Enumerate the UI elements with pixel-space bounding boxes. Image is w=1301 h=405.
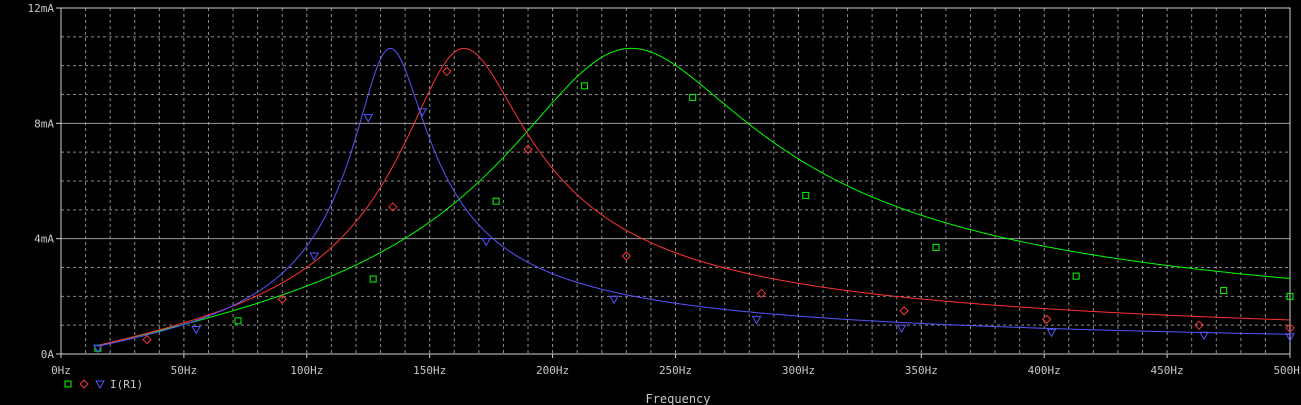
series-1-point <box>1286 292 1294 300</box>
series-1-point <box>1072 272 1080 280</box>
series-3-point <box>309 252 320 261</box>
x-tick-label: 150Hz <box>413 364 446 377</box>
legend-label: I(R1) <box>110 378 143 391</box>
series-markers <box>93 66 1295 354</box>
legend-symbol-3 <box>95 380 105 390</box>
x-axis-ticks: 0Hz 50Hz 100Hz 150Hz 200Hz 250Hz 300Hz 350Hz 400… <box>51 354 1301 377</box>
series-2-line <box>97 47 1291 346</box>
series-2-point <box>756 288 767 299</box>
series-1-point <box>689 93 697 101</box>
y-axis-ticks: 0A 4mA 8mA 12mA <box>28 2 61 361</box>
x-tick-label: 450Hz <box>1151 364 1184 377</box>
x-tick-label: 400Hz <box>1028 364 1061 377</box>
series-3-point <box>1199 331 1209 341</box>
series-1-point <box>932 243 940 251</box>
series-2-point <box>899 306 909 316</box>
grid <box>60 7 1291 355</box>
x-tick-label: 350Hz <box>905 364 938 377</box>
x-tick-label: 300Hz <box>782 364 815 377</box>
series-3-point <box>191 325 202 335</box>
series-3-point <box>751 315 762 325</box>
y-tick-label: 12mA <box>28 2 55 15</box>
x-tick-label: 500Hz <box>1273 364 1301 377</box>
series-2-point <box>621 251 632 261</box>
x-tick-label: 0Hz <box>51 364 71 377</box>
x-tick-label: 200Hz <box>536 364 569 377</box>
series-1-point <box>1220 287 1228 295</box>
y-tick-label: 0A <box>41 348 55 361</box>
series-3-point <box>1285 333 1295 342</box>
series-2-point <box>142 334 152 345</box>
series-3-point <box>1046 328 1057 338</box>
series-1-line <box>97 47 1291 346</box>
y-tick-label: 8mA <box>34 117 54 130</box>
series-1-point <box>234 317 242 325</box>
x-tick-label: 250Hz <box>659 364 692 377</box>
x-tick-label: 50Hz <box>171 364 198 377</box>
series-3-point <box>417 108 428 117</box>
series-1-point <box>802 191 810 199</box>
series-1-point <box>492 197 500 205</box>
series-curves <box>97 47 1291 347</box>
x-tick-label: 100Hz <box>290 364 323 377</box>
series-2-point <box>388 202 398 212</box>
series-2-point <box>1041 314 1052 325</box>
series-2-point <box>1285 323 1295 333</box>
series-3-line <box>97 47 1291 347</box>
series-3-point <box>896 324 907 334</box>
series-2-point <box>277 294 287 304</box>
x-axis-label: Frequency <box>645 392 710 405</box>
series-1-point <box>581 82 589 90</box>
series-3-point <box>363 114 374 123</box>
series-2-point <box>1194 320 1204 330</box>
series-3-point <box>93 344 103 354</box>
y-tick-label: 4mA <box>34 233 54 246</box>
series-3-point <box>481 238 492 247</box>
legend-symbol-1 <box>64 380 72 388</box>
series-2-point <box>523 144 533 154</box>
series-1-point <box>369 275 377 283</box>
legend: I(R1) <box>64 378 143 391</box>
series-2-point <box>442 66 452 77</box>
legend-symbol-2 <box>79 379 89 389</box>
series-3-point <box>609 295 619 305</box>
